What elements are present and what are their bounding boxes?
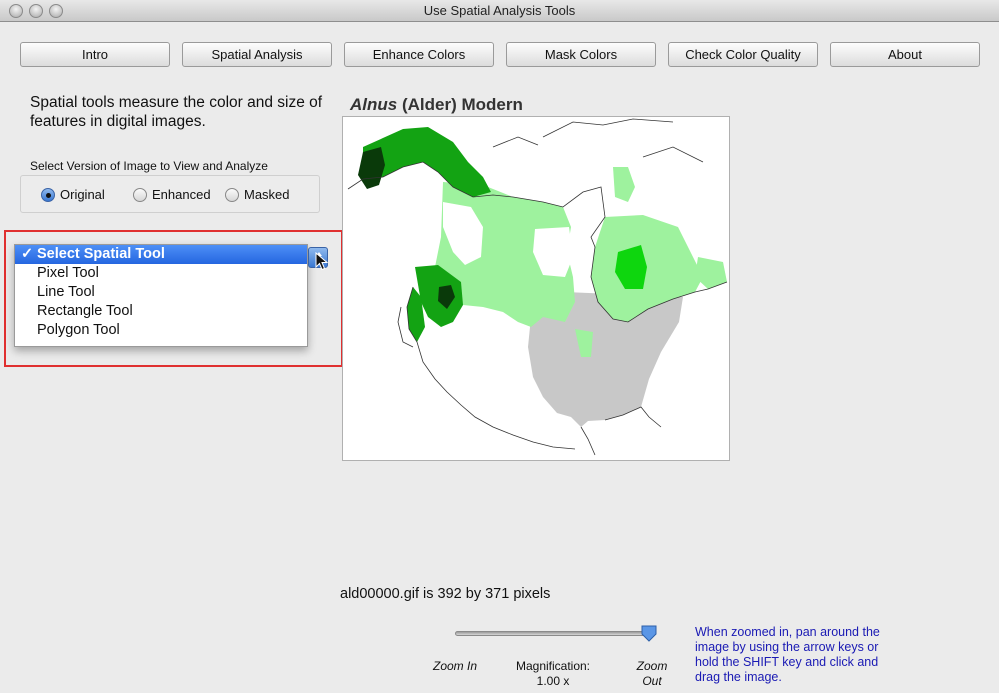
radio-masked-label: Masked <box>244 187 290 202</box>
map-region-light <box>613 167 635 202</box>
menu-item-line-tool[interactable]: Line Tool <box>37 284 95 300</box>
radio-enhanced-label: Enhanced <box>152 187 211 202</box>
coastline <box>347 118 728 456</box>
map-image <box>347 118 728 456</box>
minimize-window-icon[interactable] <box>29 4 43 18</box>
title-bar: Use Spatial Analysis Tools <box>0 0 999 22</box>
magnification-label: Magnification: <box>515 659 591 673</box>
map-title-rest: (Alder) Modern <box>397 95 523 114</box>
mask-colors-button[interactable]: Mask Colors <box>506 42 656 67</box>
radio-original-label: Original <box>60 187 105 202</box>
radio-masked[interactable]: Masked <box>225 187 290 202</box>
map-region-dark <box>438 285 455 309</box>
map-region-blank <box>533 227 573 277</box>
version-radio-group <box>20 175 320 213</box>
map-region-dark <box>358 147 385 189</box>
check-color-quality-button[interactable]: Check Color Quality <box>668 42 818 67</box>
map-region-mid <box>363 127 491 197</box>
checkmark-icon: ✓ <box>21 246 34 262</box>
map-title-genus: Alnus <box>350 95 398 114</box>
close-window-icon[interactable] <box>9 4 23 18</box>
radio-selected-icon[interactable] <box>41 187 55 202</box>
radio-original[interactable]: Original <box>41 187 105 202</box>
map-region-bright <box>615 245 647 289</box>
pan-help-text: When zoomed in, pan around the image by … <box>695 625 880 684</box>
intro-button[interactable]: Intro <box>20 42 170 67</box>
alder-distribution-map[interactable] <box>342 116 730 461</box>
spatial-analysis-button[interactable]: Spatial Analysis <box>182 42 332 67</box>
radio-unselected-icon[interactable] <box>225 187 239 202</box>
mouse-pointer-icon <box>315 252 329 271</box>
map-region-light <box>575 329 593 357</box>
map-region-mid <box>407 287 425 342</box>
zoom-in-label: Zoom In <box>432 659 477 673</box>
magnification-slider-thumb[interactable] <box>640 624 658 642</box>
menu-item-rectangle-tool[interactable]: Rectangle Tool <box>37 303 133 319</box>
intro-text: Spatial tools measure the color and size… <box>30 94 323 130</box>
radio-enhanced[interactable]: Enhanced <box>133 187 211 202</box>
map-region-gray <box>528 292 683 427</box>
menu-item-pixel-tool[interactable]: Pixel Tool <box>37 265 99 281</box>
menu-item-label: Select Spatial Tool <box>37 246 165 262</box>
version-group-label: Select Version of Image to View and Anal… <box>30 159 268 173</box>
enhance-colors-button[interactable]: Enhance Colors <box>344 42 494 67</box>
radio-unselected-icon[interactable] <box>133 187 147 202</box>
menu-item-polygon-tool[interactable]: Polygon Tool <box>37 322 120 338</box>
about-button[interactable]: About <box>830 42 980 67</box>
magnification-value: 1.00 x <box>536 674 570 688</box>
menu-item-select-spatial-tool[interactable]: ✓ Select Spatial Tool <box>15 245 307 264</box>
map-region-light <box>695 257 727 289</box>
zoom-window-icon[interactable] <box>49 4 63 18</box>
image-info-text: ald00000.gif is 392 by 371 pixels <box>340 586 551 602</box>
magnification-slider-track[interactable] <box>455 631 649 636</box>
map-region-light <box>591 215 703 322</box>
map-title: Alnus (Alder) Modern <box>350 95 523 115</box>
map-region-blank <box>443 202 483 265</box>
zoom-out-label: Zoom Out <box>636 659 668 688</box>
window-title: Use Spatial Analysis Tools <box>423 3 576 18</box>
spatial-tool-dropdown-menu: ✓ Select Spatial Tool Pixel Tool Line To… <box>14 244 308 347</box>
magnification-readout: Magnification: 1.00 x <box>500 659 606 689</box>
